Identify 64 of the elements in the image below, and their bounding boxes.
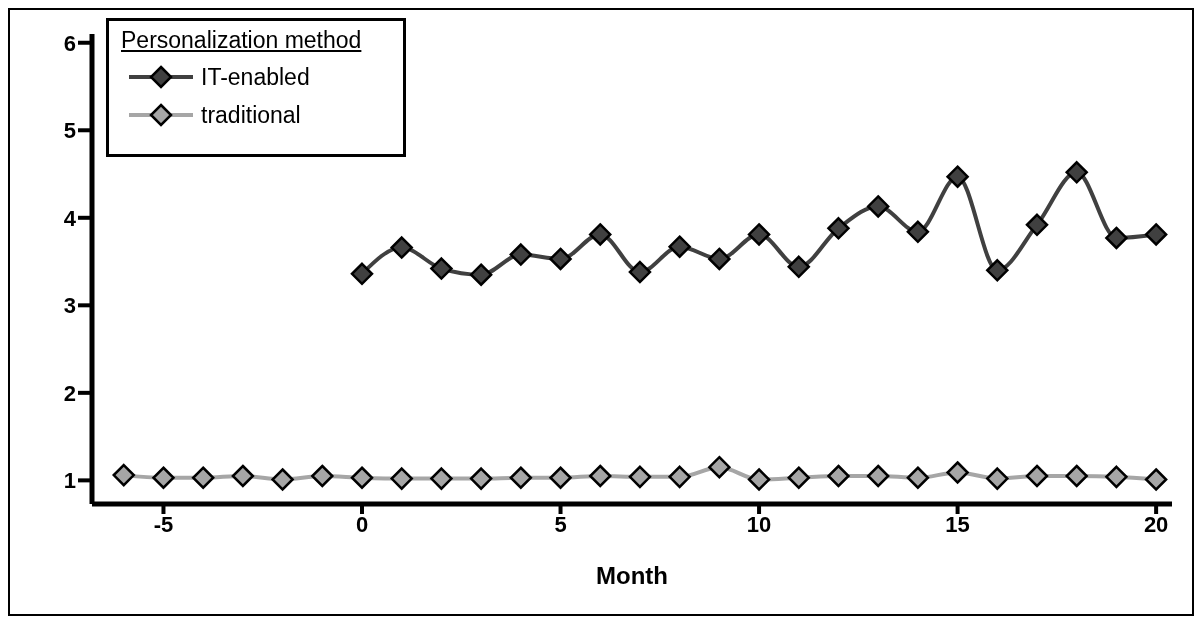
point <box>469 263 493 286</box>
point <box>191 466 215 489</box>
x-axis-title: Month <box>596 562 668 589</box>
point <box>1144 223 1168 246</box>
point <box>549 466 572 489</box>
point <box>430 257 453 280</box>
x-tick-label: 0 <box>355 511 369 537</box>
point <box>350 466 374 489</box>
point <box>588 464 612 488</box>
legend-label: IT-enabled <box>201 63 310 91</box>
point <box>430 467 453 490</box>
point <box>1065 161 1088 184</box>
point <box>747 468 771 491</box>
point <box>866 464 890 488</box>
x-tick-label: 15 <box>945 511 970 537</box>
y-tick-label: 3 <box>63 293 76 319</box>
point <box>708 455 731 479</box>
point <box>1105 465 1128 489</box>
y-tick-label: 1 <box>63 468 76 494</box>
point <box>1025 464 1049 488</box>
x-tick-label: 10 <box>746 511 772 537</box>
point <box>946 461 969 484</box>
point <box>986 259 1009 282</box>
x-tick-label: -5 <box>153 511 174 537</box>
point <box>231 464 255 488</box>
point <box>986 467 1009 490</box>
point <box>827 217 850 240</box>
y-tick-label: 4 <box>63 205 77 231</box>
point <box>906 466 930 489</box>
point <box>1105 226 1128 250</box>
point <box>1065 464 1088 488</box>
y-tick-label: 5 <box>63 118 76 144</box>
point <box>906 220 930 244</box>
point <box>509 466 533 489</box>
point <box>827 464 850 488</box>
point <box>271 468 294 491</box>
point <box>628 260 652 284</box>
point <box>152 466 175 489</box>
point <box>668 465 691 489</box>
point <box>549 247 572 271</box>
point <box>747 223 771 246</box>
y-tick-label: 6 <box>63 30 76 56</box>
point <box>588 223 612 246</box>
point <box>1144 468 1168 491</box>
point <box>112 463 136 487</box>
point <box>787 466 811 489</box>
point <box>350 262 374 286</box>
legend-label: traditional <box>201 101 301 129</box>
point <box>509 243 533 266</box>
point <box>668 235 691 258</box>
legend-title: Personalization method <box>121 27 362 54</box>
point <box>628 465 652 489</box>
point <box>390 467 413 490</box>
y-tick-label: 2 <box>63 380 76 406</box>
point <box>390 236 413 259</box>
point <box>946 165 969 188</box>
point <box>787 255 811 279</box>
point <box>311 464 334 488</box>
point <box>866 195 890 218</box>
point <box>469 467 493 490</box>
point <box>708 247 731 271</box>
x-tick-label: 20 <box>1143 511 1169 537</box>
point <box>1025 213 1049 237</box>
x-tick-label: 5 <box>554 511 567 537</box>
